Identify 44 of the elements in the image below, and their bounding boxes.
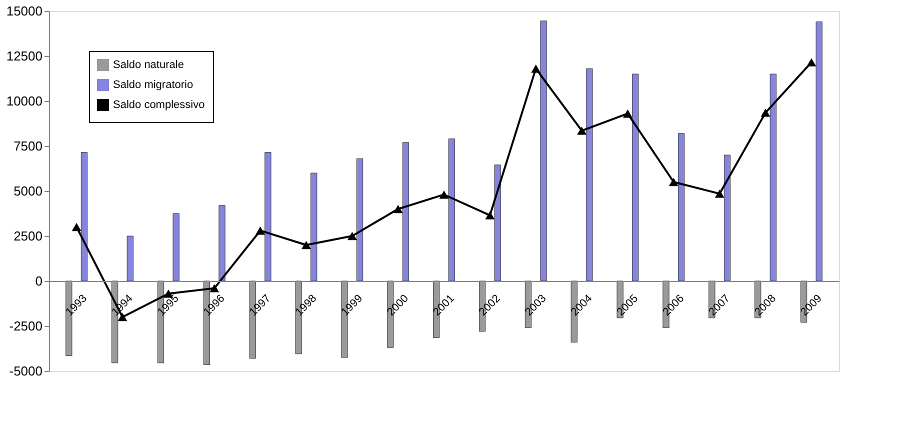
- bar: [356, 158, 364, 282]
- y-tick-label: -2500: [9, 318, 42, 334]
- bar: [724, 154, 731, 282]
- bar: [126, 236, 134, 282]
- bar: [816, 22, 822, 282]
- point: [577, 126, 587, 135]
- bar: [264, 152, 272, 282]
- bar: [678, 133, 685, 282]
- bar: [172, 213, 180, 282]
- point: [210, 284, 220, 292]
- y-tick-label: 2500: [14, 228, 42, 244]
- bar: [770, 74, 776, 282]
- bar: [218, 205, 226, 282]
- point: [72, 222, 82, 232]
- y-tick-label: 5000: [14, 184, 42, 198]
- point: [806, 58, 816, 66]
- legend-label: Saldo naturale: [113, 59, 184, 71]
- bar: [402, 142, 410, 282]
- point: [760, 108, 770, 117]
- point: [393, 204, 403, 214]
- y-tick-label: 15000: [6, 4, 42, 18]
- point: [485, 211, 495, 220]
- bar: [540, 20, 547, 282]
- bar: [586, 68, 593, 282]
- y-tick-label: 0: [35, 274, 42, 288]
- point: [256, 226, 266, 235]
- point: [531, 64, 541, 73]
- y-tick-label: -5000: [9, 364, 42, 378]
- y-tick-label: 12500: [6, 48, 42, 64]
- bar: [448, 138, 455, 282]
- bar: [632, 74, 639, 282]
- point: [301, 240, 311, 250]
- point: [622, 109, 632, 118]
- point: [668, 178, 678, 186]
- legend-label: Saldo migratorio: [113, 79, 194, 91]
- point: [439, 190, 449, 199]
- bar: [80, 152, 88, 282]
- bar: [494, 164, 501, 282]
- point: [347, 232, 357, 240]
- point: [714, 190, 724, 198]
- legend-label: Saldo complessivo: [113, 99, 205, 111]
- bar: [310, 172, 318, 282]
- y-tick-label: 7500: [14, 138, 42, 154]
- y-tick-label: 10000: [6, 94, 42, 108]
